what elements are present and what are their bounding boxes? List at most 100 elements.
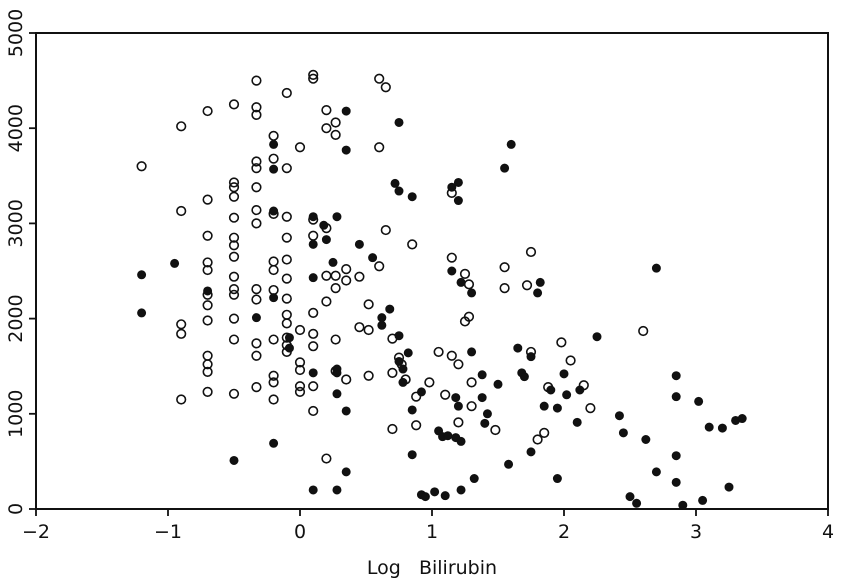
data-point-filled [377, 320, 387, 330]
data-point-filled [251, 313, 261, 323]
data-point-open [424, 377, 435, 388]
data-point-open [446, 252, 457, 263]
data-point-open [321, 270, 332, 281]
data-point-open [341, 374, 352, 385]
data-point-open [499, 262, 510, 273]
data-point-open [268, 264, 279, 276]
data-point-open [354, 322, 365, 333]
data-point-open [294, 364, 306, 376]
data-point-open [585, 402, 596, 414]
data-point-filled [526, 352, 536, 362]
data-point-filled [559, 369, 569, 379]
data-point-filled [308, 368, 318, 378]
data-point-open [446, 350, 457, 361]
plot-frame [35, 32, 829, 510]
data-point-filled [203, 286, 213, 296]
data-point-open [251, 102, 262, 113]
data-point-open [228, 289, 240, 300]
y-tick-label: 5000 [5, 9, 27, 57]
data-point-open [330, 283, 341, 294]
data-point-open [281, 273, 292, 284]
data-point-filled [407, 192, 417, 202]
data-point-filled [533, 288, 543, 298]
data-point-filled [575, 385, 585, 395]
data-point-open [251, 75, 262, 86]
data-point-filled [398, 364, 408, 374]
data-point-open [251, 283, 262, 295]
data-point-open [308, 405, 319, 417]
data-point-open [176, 328, 187, 339]
data-point-filled [651, 263, 661, 273]
data-point-filled [456, 436, 466, 446]
data-point-open [341, 275, 352, 286]
data-point-filled [269, 293, 279, 303]
data-point-open [202, 366, 213, 378]
data-point-filled [482, 409, 492, 419]
data-point-filled [385, 304, 395, 314]
data-point-filled [368, 253, 378, 263]
data-point-open [525, 246, 537, 258]
data-point-open [281, 211, 292, 222]
data-point-open [499, 283, 510, 294]
data-point-filled [269, 438, 279, 448]
data-point-open [308, 381, 319, 392]
data-point-filled [308, 239, 318, 249]
data-point-open [466, 401, 477, 412]
data-point-filled [394, 117, 404, 127]
data-point-open [463, 311, 475, 322]
data-point-open [228, 212, 240, 223]
data-point-open [532, 434, 543, 445]
data-point-filled [354, 239, 364, 249]
data-point-open [407, 239, 418, 250]
data-point-open [228, 334, 240, 345]
data-point-open [251, 204, 262, 216]
data-point-open [463, 279, 475, 290]
y-tick-label: 2000 [5, 294, 27, 342]
data-point-filled [694, 396, 704, 406]
data-point-filled [632, 498, 642, 508]
data-point-filled [341, 467, 351, 477]
data-point-filled [332, 389, 342, 399]
y-tick-label: 1000 [5, 390, 27, 438]
data-point-filled [456, 277, 466, 287]
data-point-filled [539, 401, 549, 411]
data-point-open [251, 109, 262, 120]
data-point-open [228, 271, 240, 282]
data-point-open [281, 254, 292, 265]
data-point-open [330, 334, 341, 345]
data-point-filled [504, 459, 514, 469]
x-tick-label: −1 [154, 521, 182, 543]
data-point-open [321, 296, 332, 307]
data-point-filled [341, 145, 351, 155]
data-point-open [330, 270, 341, 281]
data-point-open [251, 156, 262, 167]
data-point-filled [477, 370, 487, 380]
data-point-open [228, 251, 240, 262]
data-point-filled [453, 401, 463, 411]
data-point-open [411, 420, 422, 431]
data-point-open [294, 324, 306, 336]
data-point-open [176, 394, 187, 405]
data-point-open [268, 370, 279, 381]
x-tick-label: 0 [294, 521, 306, 543]
data-point-open [453, 359, 464, 370]
data-point-filled [614, 411, 624, 421]
data-point-open [228, 177, 240, 188]
data-point-filled [319, 220, 329, 230]
data-point-open [268, 377, 279, 388]
data-point-filled [137, 308, 147, 318]
data-point-open [202, 105, 213, 117]
data-point-open [363, 370, 374, 381]
data-point-open [321, 453, 332, 464]
data-point-open [228, 191, 240, 202]
data-point-filled [398, 377, 408, 387]
data-point-open [176, 319, 187, 330]
data-point-filled [341, 106, 351, 116]
data-point-filled [513, 343, 523, 353]
data-point-filled [671, 451, 681, 461]
data-point-filled [229, 455, 239, 465]
data-point-filled [737, 414, 747, 424]
data-point-filled [572, 417, 582, 427]
data-point-open [176, 205, 187, 217]
